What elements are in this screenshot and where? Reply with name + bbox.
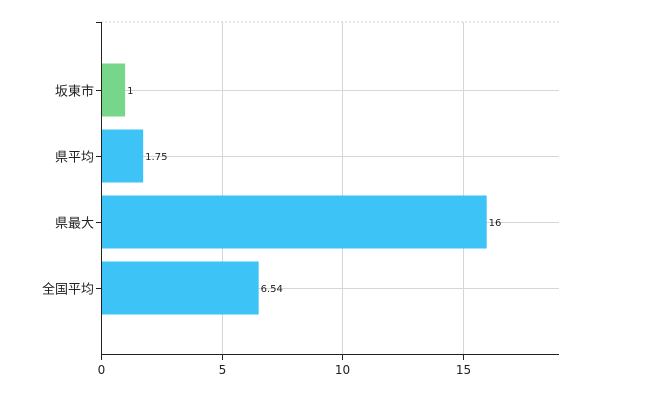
x-tick-label-15: 15 xyxy=(456,363,471,377)
data-label-2: 1.75 xyxy=(145,152,167,163)
bar-4 xyxy=(101,261,259,315)
category-label-1: 坂東市 xyxy=(55,84,94,100)
category-label-2: 県平均 xyxy=(55,151,94,166)
bar-1 xyxy=(101,63,126,117)
bar-2 xyxy=(101,129,144,183)
x-tick-label-0: 0 xyxy=(98,363,106,377)
category-label-4: 全国平均 xyxy=(42,282,94,298)
axes-layer xyxy=(96,22,559,360)
data-label-3: 16 xyxy=(489,218,502,229)
x-tick-label-5: 5 xyxy=(219,363,227,377)
bars-layer xyxy=(101,63,487,315)
data-label-1: 1 xyxy=(127,86,133,97)
x-tick-label-10: 10 xyxy=(335,363,350,377)
data-label-4: 6.54 xyxy=(261,284,283,295)
bar-3 xyxy=(101,195,487,249)
category-label-3: 県最大 xyxy=(55,217,94,232)
